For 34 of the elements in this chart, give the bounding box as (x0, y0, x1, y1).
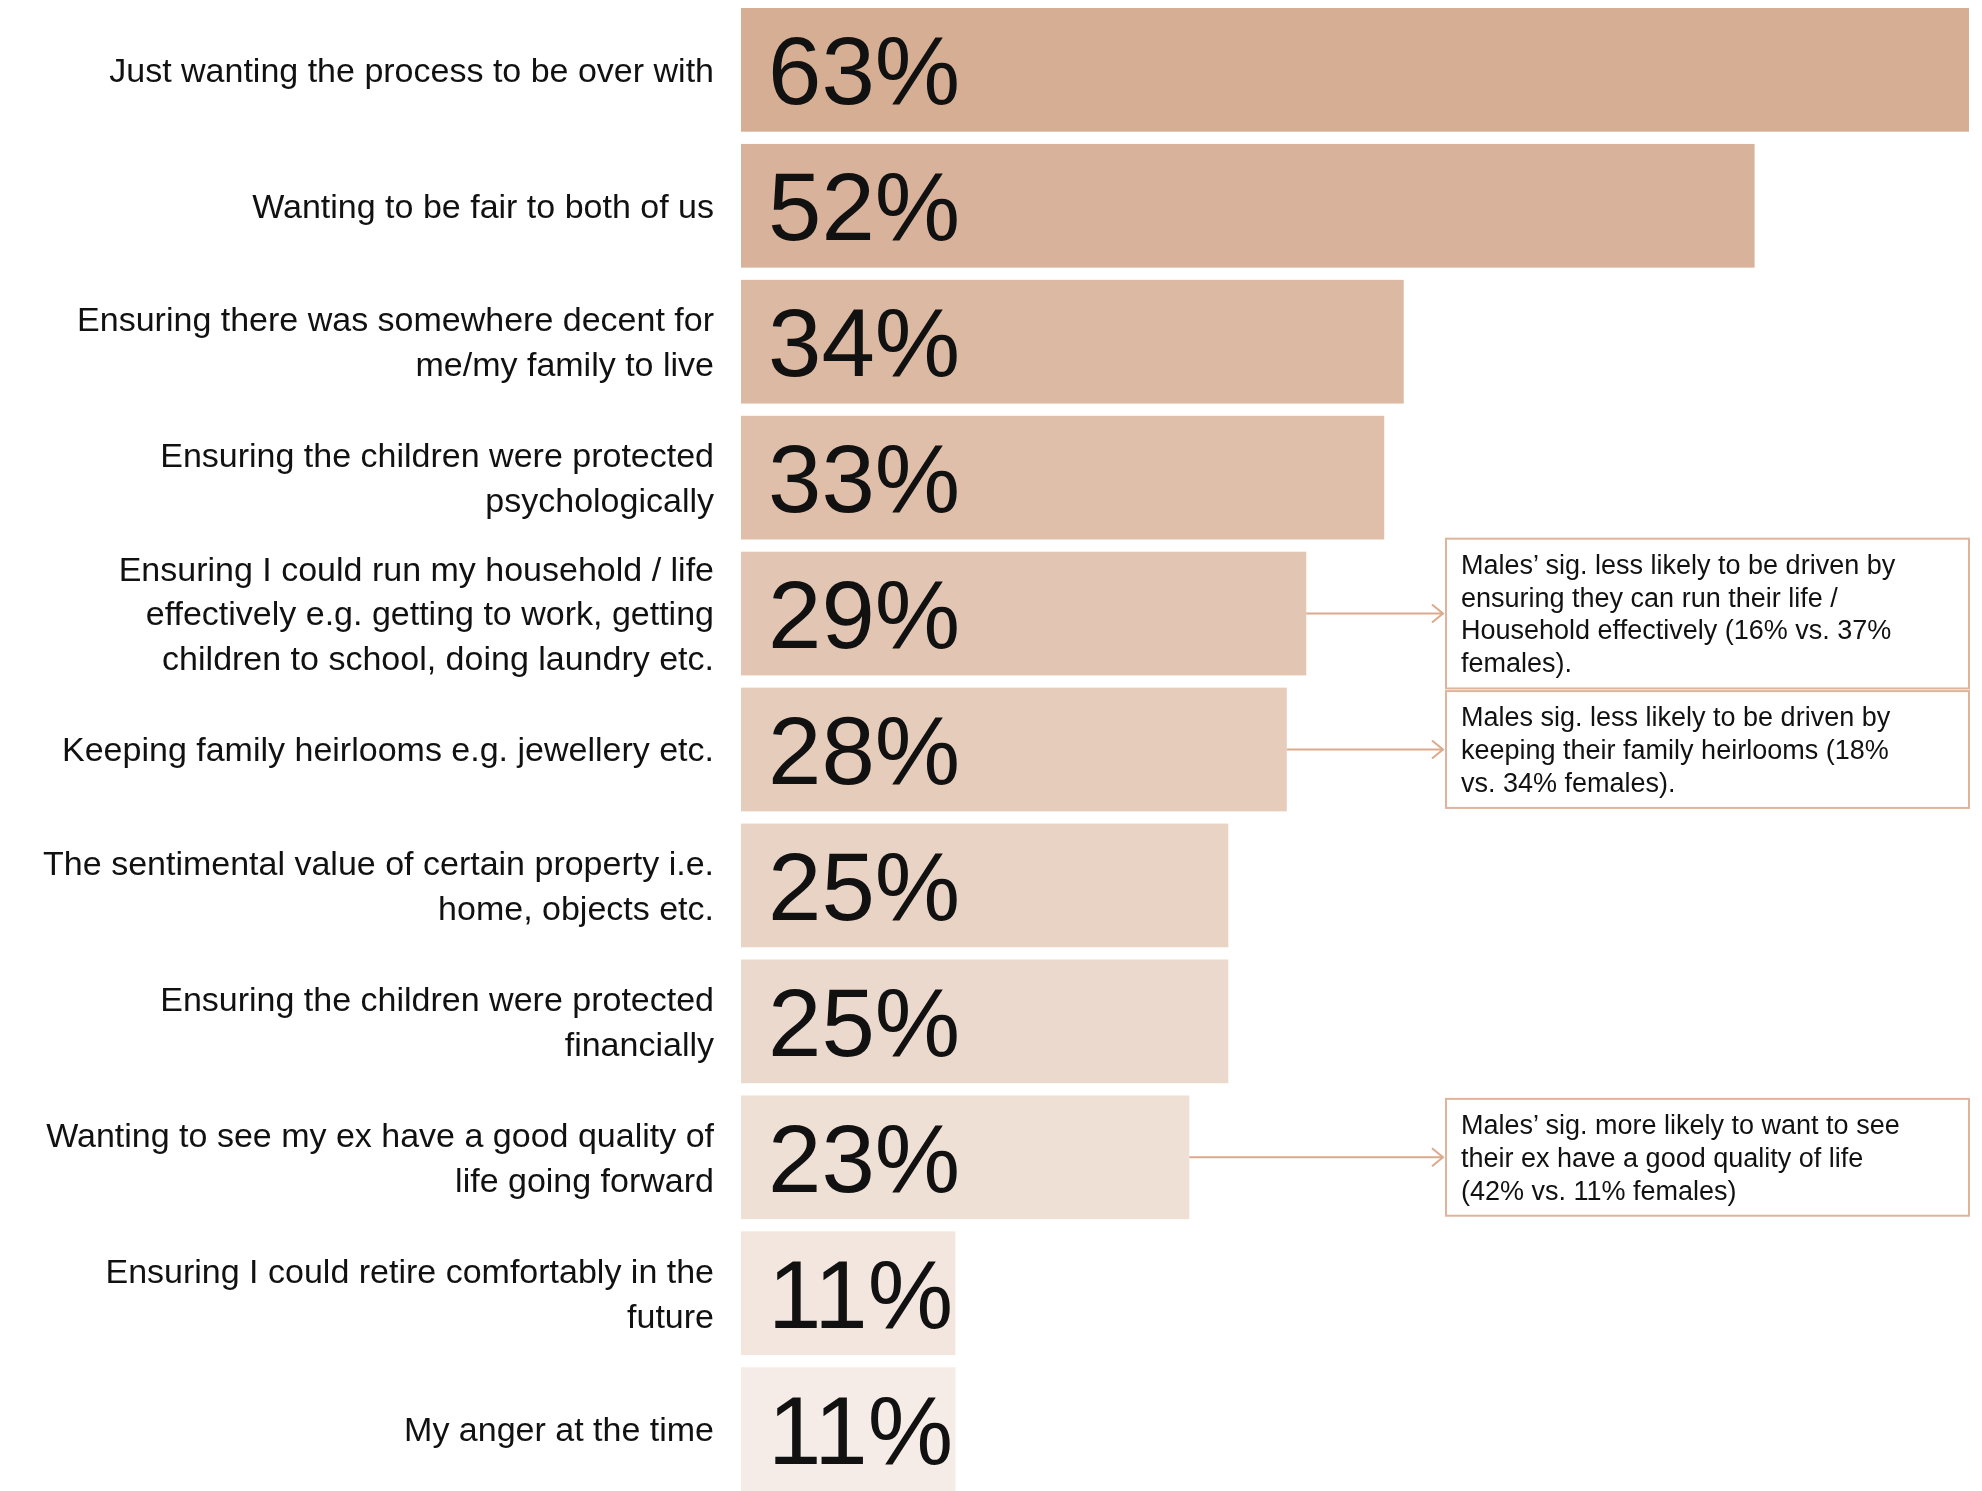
bar (741, 143, 1755, 268)
bar (741, 959, 1229, 1084)
data-label: 11% (768, 1376, 954, 1484)
bar (741, 415, 1385, 540)
y-tick-label: Wanting to see my ex have a good quality of life going forward (46, 1115, 715, 1199)
y-tick-label: Just wanting the process to be over with (109, 50, 714, 89)
y-tick-label: The sentimental value of certain property i.e. home, objects etc. (43, 843, 714, 927)
annotation: Males’ sig. more likely to want to see their ex have a good quality of life (42% vs. 11% females) (1461, 1109, 1900, 1206)
bar (741, 823, 1229, 948)
y-tick-label: Ensuring I could run my household / life effectively e.g. getting to work, getting children to school, doing laundry etc. (118, 549, 714, 678)
data-label: 52% (768, 153, 961, 261)
bar (741, 8, 1969, 132)
data-label: 25% (768, 832, 961, 940)
data-label: 25% (768, 968, 961, 1076)
y-tick-label: Ensuring I could retire comfortably in the future (105, 1251, 714, 1335)
data-label: 28% (768, 697, 961, 805)
annotation: Males’ sig. less likely to be driven by ensuring they can run their life / Household effectively (16% vs. 37% females). (1461, 549, 1896, 679)
data-label: 23% (768, 1104, 961, 1212)
bar (741, 687, 1287, 812)
data-label: 11% (768, 1240, 954, 1348)
annotation: Males sig. less likely to be driven by keeping their family heirlooms (18% vs. 34% females). (1461, 702, 1891, 798)
y-tick-label: Ensuring the children were protected financially (160, 979, 714, 1063)
y-tick-label: Ensuring there was somewhere decent for me/my family to live (77, 300, 714, 384)
y-tick-label: Ensuring the children were protected psychologically (160, 436, 714, 519)
y-tick-label: Wanting to be fair to both of us (252, 186, 714, 225)
bar (741, 279, 1404, 404)
data-label: 29% (768, 561, 961, 669)
bar (741, 1095, 1190, 1220)
data-label: 33% (768, 425, 961, 533)
y-tick-label: My anger at the time (404, 1410, 714, 1449)
y-tick-label: Keeping family heirlooms e.g. jewellery etc. (62, 730, 714, 769)
data-label: 34% (768, 289, 961, 397)
data-label: 63% (768, 17, 961, 125)
bar (741, 551, 1307, 676)
